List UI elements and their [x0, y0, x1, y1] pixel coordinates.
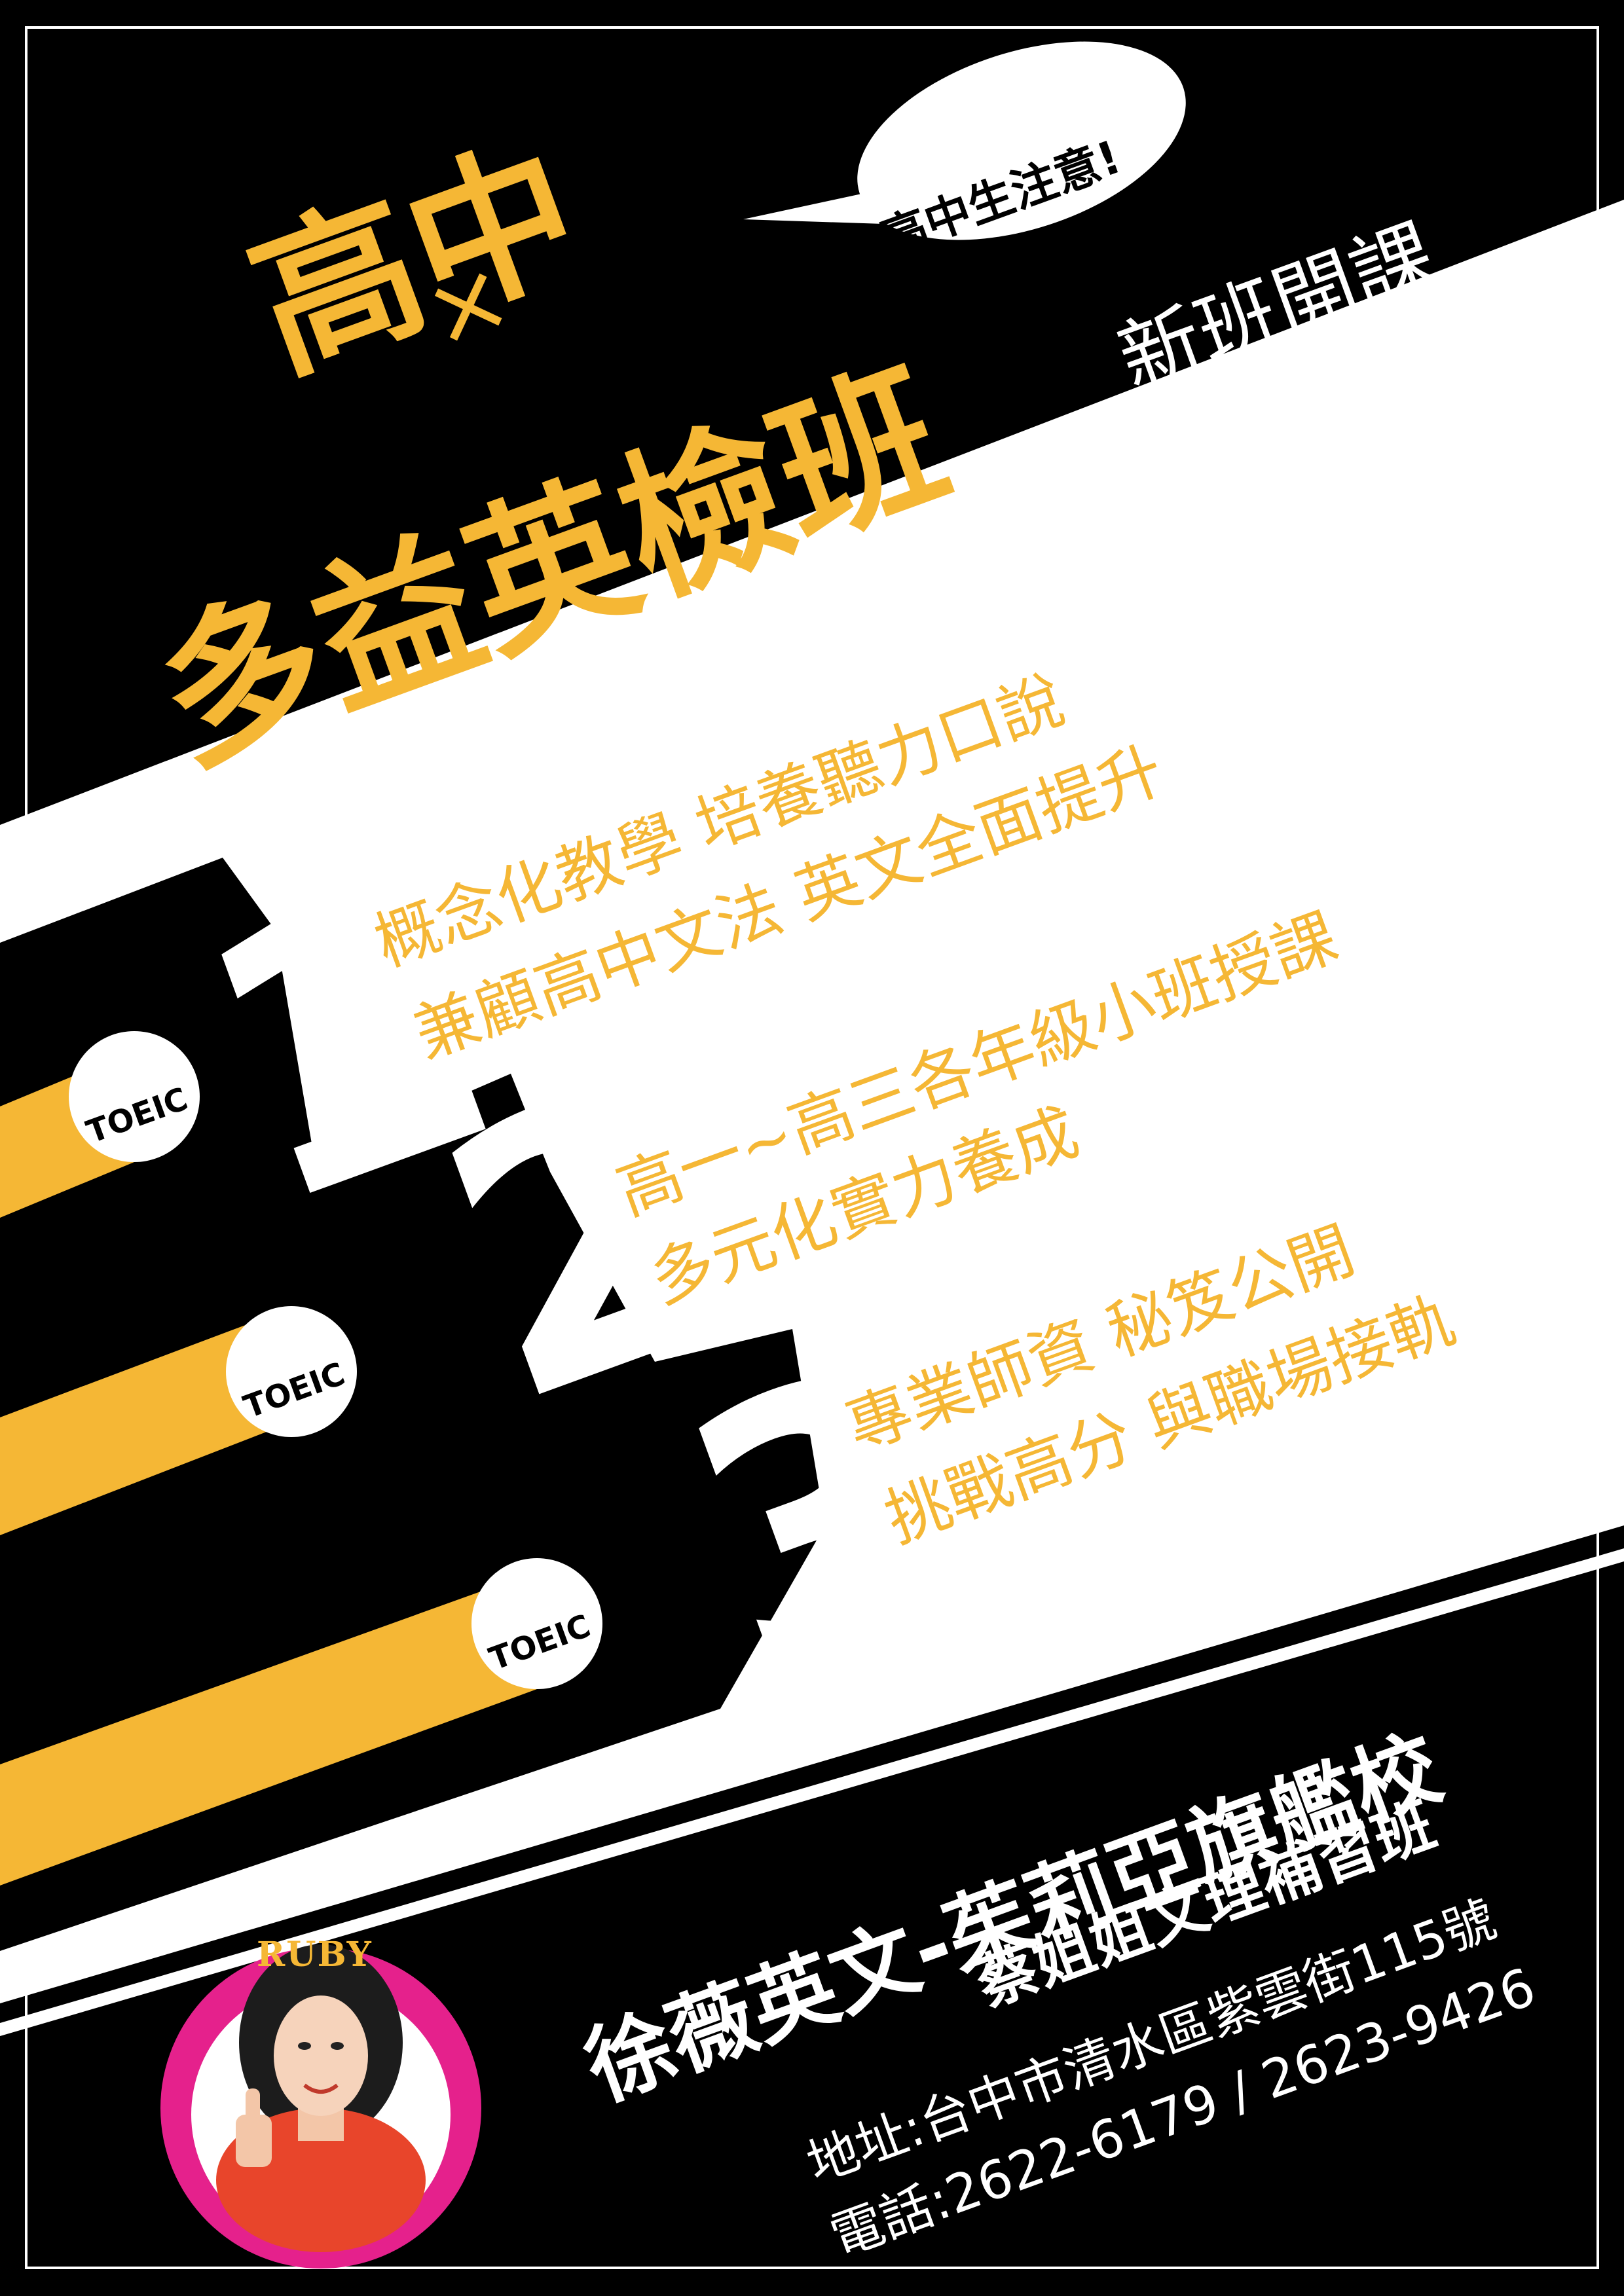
teacher-portrait-icon [216, 1944, 426, 2252]
black-steps [0, 858, 825, 1951]
toeic-circle-3 [471, 1558, 602, 1689]
speech-bubble [857, 41, 1186, 240]
toeic-circle-2 [226, 1306, 357, 1437]
speech-bubble-tail [743, 183, 943, 226]
white-stripe [0, 1548, 1624, 2036]
ruby-logo: RUBY [257, 1935, 373, 1975]
yellow-stripe-3 [0, 1571, 537, 1886]
yellow-stripe-2 [0, 1313, 278, 1535]
toeic-circle-1 [69, 1031, 200, 1162]
